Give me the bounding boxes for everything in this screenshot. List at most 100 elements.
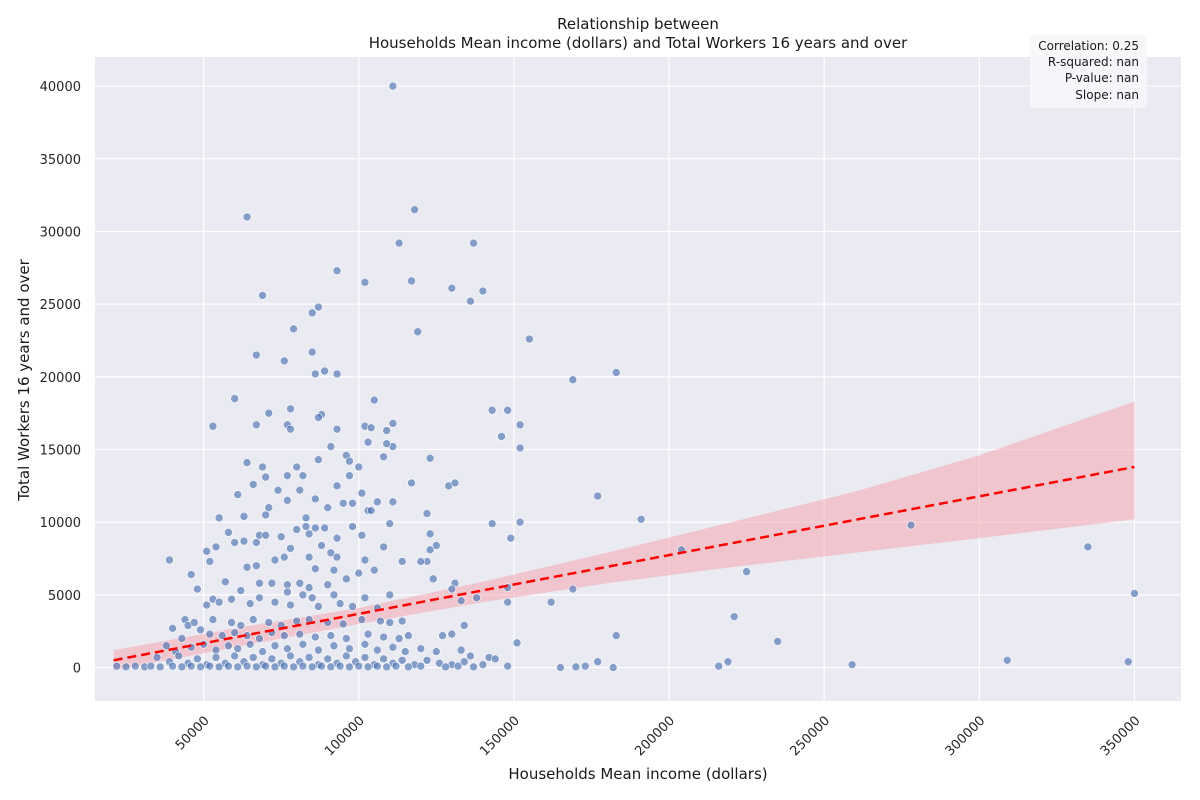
data-point [360,593,370,603]
plot-background [95,57,1181,701]
x-tick-label: 300000 [943,713,989,759]
data-point [208,615,218,624]
data-point [236,586,246,595]
data-point [1130,589,1139,598]
data-point [335,661,345,671]
data-point [407,478,416,488]
data-point [366,423,376,432]
y-tick-labels: 0 5000 10000 15000 20000 25000 30000 35000 40000 [40,80,81,676]
data-point [307,308,317,318]
data-point [329,590,339,600]
x-tick-label: 100000 [322,713,368,759]
data-point [298,590,308,600]
data-point [289,662,298,672]
stat-p-value: P-value: nan [1065,71,1139,85]
data-point [611,368,621,377]
data-point [388,642,398,652]
data-point [469,238,478,248]
data-point [245,640,255,649]
data-point [314,413,323,422]
y-tick-label: 25000 [40,298,81,313]
data-point [261,472,270,482]
data-point [295,485,305,495]
data-point [279,356,289,366]
data-point [742,567,751,576]
data-point [410,205,419,214]
data-point [348,522,357,531]
data-point [162,641,171,651]
data-point [466,651,475,661]
data-point [230,628,239,637]
data-point [357,530,367,540]
data-point [568,375,578,385]
data-point [230,394,239,403]
data-point [568,584,578,594]
data-point [404,631,413,640]
data-point [286,651,295,661]
y-tick-label: 30000 [40,225,81,240]
data-point [490,654,500,664]
data-point [205,629,215,639]
data-point [345,456,354,466]
data-point [515,420,525,430]
data-point [258,291,267,300]
data-point [112,661,122,671]
data-point [270,662,280,672]
data-point [332,552,342,562]
data-point [292,462,301,472]
data-point [311,369,320,379]
data-point [847,660,857,669]
data-point [388,81,398,91]
data-point [242,661,252,671]
data-points [112,81,1139,672]
data-point [214,597,224,607]
stat-correlation: Correlation: 0.25 [1038,39,1139,53]
data-point [425,453,435,463]
data-point [208,421,218,431]
data-point [255,578,264,588]
data-point [326,662,336,672]
y-tick-label: 40000 [40,80,81,95]
data-point [385,590,395,600]
data-point [636,514,646,524]
data-point [279,552,289,562]
data-point [450,478,460,488]
data-point [1083,542,1093,552]
data-point [416,557,426,566]
data-point [478,286,488,296]
y-tick-label: 35000 [40,153,81,168]
data-point [286,600,295,610]
data-point [332,424,342,434]
data-point [354,661,364,671]
data-point [506,533,516,543]
data-point [186,570,196,579]
data-point [580,661,590,671]
data-point [258,462,267,472]
chart-title-line-1: Relationship between [557,15,719,33]
data-point [354,568,364,578]
data-point [329,641,339,651]
stats-box-background [1030,35,1147,108]
data-point [131,661,140,671]
y-tick-label: 20000 [40,371,81,386]
data-point [276,532,286,542]
x-axis-label: Households Mean income (dollars) [508,765,767,783]
stats-box: Correlation: 0.25 R-squared: nan P-value… [1030,35,1147,108]
data-point [503,583,512,592]
data-point [556,663,565,672]
x-tick-label: 200000 [632,713,678,759]
data-point [314,645,323,655]
data-point [729,612,739,621]
data-point [382,426,391,435]
data-point [311,523,320,533]
data-point [301,513,311,523]
data-point [155,662,165,672]
x-tick-label: 150000 [477,713,523,759]
data-point [416,644,426,653]
data-point [391,661,401,671]
y-axis-label: Total Workers 16 years and over [15,258,33,501]
data-point [422,655,432,665]
data-point [611,631,621,640]
data-point [233,490,243,499]
data-point [382,439,391,448]
